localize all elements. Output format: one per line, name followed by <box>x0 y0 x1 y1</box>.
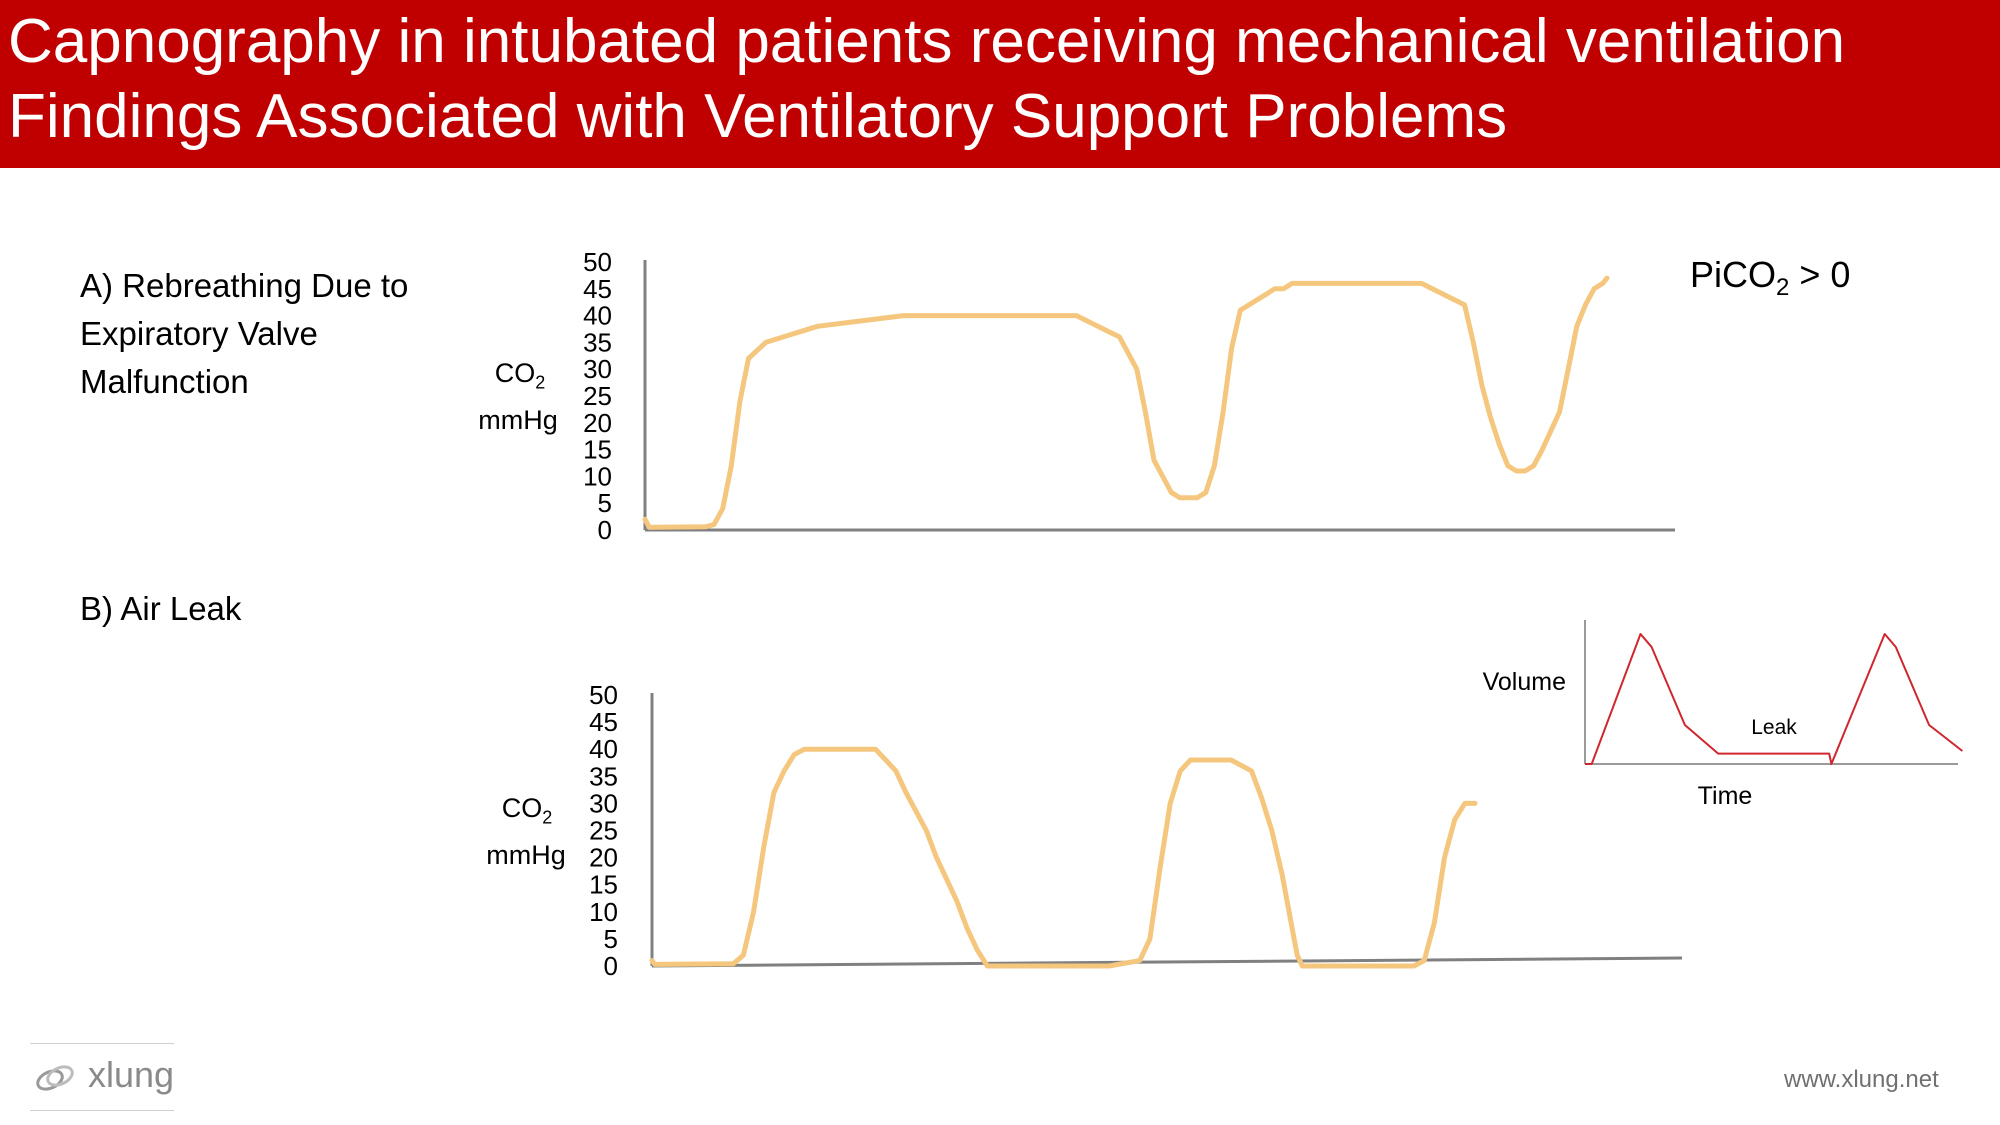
inset-volume-trace <box>1585 633 1964 765</box>
chart-a-ytick-label: 20 <box>583 408 612 438</box>
logo-rule-top <box>30 1043 174 1044</box>
chart-a-ytick-label: 35 <box>583 327 612 357</box>
chart-b-ytick-label: 35 <box>589 761 618 791</box>
chart-a-ylabel: CO2 <box>460 358 580 393</box>
chart-a-ytick-label: 25 <box>583 381 612 411</box>
chart-b-co2-trace <box>649 746 1478 969</box>
title-line-2: Findings Associated with Ventilatory Sup… <box>8 82 1508 151</box>
chart-b-ylabel: CO2 <box>467 793 587 828</box>
chart-a-ylabel-main: CO <box>494 358 536 388</box>
chart-b-ytick-label: 20 <box>589 843 618 873</box>
chart-b-ytick-label: 45 <box>589 707 618 737</box>
chart-b-ytick-label: 0 <box>604 951 618 981</box>
chart-b-ytick-label: 5 <box>604 924 618 954</box>
chart-a-co2-trace <box>642 275 1610 530</box>
chart-a-ytick-label: 0 <box>598 515 612 545</box>
chart-b-ytick-label: 50 <box>589 680 618 710</box>
inset-leak-label: Leak <box>1751 716 1797 739</box>
logo-rule-bottom <box>30 1110 174 1111</box>
chart-b-ytick-label: 25 <box>589 816 618 846</box>
chart-b-ytick-label: 15 <box>589 870 618 900</box>
chart-a-ylabel-sub: 2 <box>535 372 546 393</box>
panel-a-label: A) Rebreathing Due to Expiratory Valve M… <box>80 267 409 400</box>
pico-tail: > 0 <box>1789 254 1851 295</box>
chart-b-ytick-label: 30 <box>589 788 618 818</box>
chart-b-x-axis <box>651 956 1683 968</box>
footer-url: www.xlung.net <box>1784 1066 1939 1093</box>
chart-a-ytick-label: 45 <box>583 274 612 304</box>
chart-a-ytick-label: 50 <box>583 247 612 277</box>
chart-b-ytick-label: 40 <box>589 734 618 764</box>
chart-b-ylabel-sub: 2 <box>542 807 553 828</box>
chart-a-ytick-label: 15 <box>583 435 612 465</box>
xlung-logo: xlung <box>30 1044 176 1110</box>
chart-a-ylabel-unit: mmHg <box>478 405 558 435</box>
chart-b-ytick-label: 10 <box>589 897 618 927</box>
pico-annotation: PiCO2 > 0 <box>1690 254 1850 302</box>
logo-text: xlung <box>88 1054 175 1095</box>
pico-sub: 2 <box>1776 274 1790 302</box>
chart-a-ytick-label: 5 <box>598 488 612 518</box>
chart-a-ytick-label: 40 <box>583 301 612 331</box>
title-banner: Capnography in intubated patients receiv… <box>0 0 2000 168</box>
panel-b-label: B) Air Leak <box>80 590 242 627</box>
pico-main: PiCO <box>1690 254 1777 295</box>
xlung-logo-icon <box>36 1065 74 1091</box>
chart-a-ytick-label: 10 <box>583 461 612 491</box>
chart-b-ylabel-unit: mmHg <box>486 840 566 870</box>
inset-xlabel: Time <box>1698 782 1753 810</box>
inset-ylabel: Volume <box>1483 668 1566 696</box>
chart-b-ylabel-main: CO <box>501 793 543 823</box>
title-line-1: Capnography in intubated patients receiv… <box>8 7 1846 76</box>
chart-a-ytick-label: 30 <box>583 354 612 384</box>
